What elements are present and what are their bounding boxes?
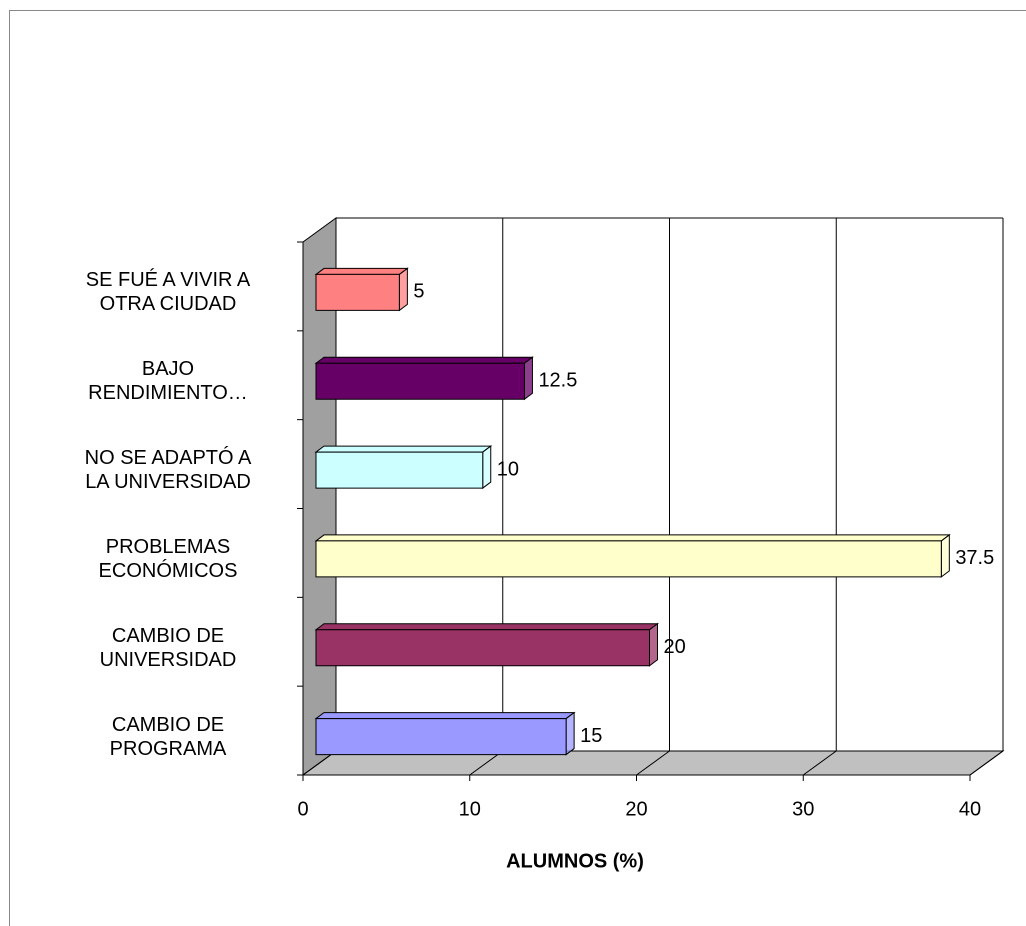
value-label: 12.5: [538, 370, 577, 392]
x-axis-title: ALUMNOS (%): [506, 850, 644, 872]
bar: [314, 267, 409, 312]
floor-grid-line: [802, 750, 837, 776]
bar-face: [315, 273, 400, 311]
bar: [314, 711, 576, 756]
bar-face: [398, 267, 408, 312]
bar-face: [314, 534, 951, 542]
bar-face: [314, 712, 576, 720]
x-tick-label: 20: [625, 798, 647, 820]
bar-face: [314, 267, 409, 275]
y-tick-label: CAMBIO DE UNIVERSIDAD: [99, 624, 237, 671]
bar-face: [315, 718, 567, 756]
bar-face: [482, 445, 492, 490]
value-label: 15: [580, 725, 602, 747]
x-tick-label: 30: [792, 798, 814, 820]
bar-face: [315, 629, 650, 667]
bar: [314, 622, 659, 667]
value-label: 5: [413, 281, 424, 303]
y-tick-label: NO SE ADAPTÓ A LA UNIVERSIDAD: [84, 447, 252, 494]
y-tick-label: CAMBIO DE PROGRAMA: [109, 713, 227, 760]
y-tick-label: PROBLEMAS ECONÓMICOS: [98, 535, 238, 582]
bar-face: [314, 623, 659, 631]
bar: [314, 356, 534, 401]
bar-face: [565, 711, 575, 756]
x-tick-label: 40: [959, 798, 981, 820]
x-tick-label: 10: [459, 798, 481, 820]
bar-face: [315, 540, 942, 578]
bar-face: [314, 356, 534, 364]
chart-border: [9, 10, 1026, 926]
y-tick-label: SE FUÉ A VIVIR A OTRA CIUDAD: [85, 269, 251, 316]
value-label: 20: [664, 636, 686, 658]
bar-face: [523, 356, 533, 401]
floor-grid-line: [636, 750, 670, 776]
bar-face: [314, 445, 493, 453]
bar-face: [315, 362, 525, 400]
floor-grid-line: [969, 750, 1004, 776]
x-tick-label: 0: [297, 798, 308, 820]
bar-face: [940, 533, 950, 578]
value-label: 10: [497, 458, 519, 480]
value-label: 37.5: [955, 547, 994, 569]
bar: [314, 445, 493, 490]
bar-face: [315, 451, 484, 489]
bar: [314, 533, 951, 578]
y-tick-label: BAJO RENDIMIENTO…: [88, 358, 248, 405]
bar-face: [649, 622, 658, 667]
